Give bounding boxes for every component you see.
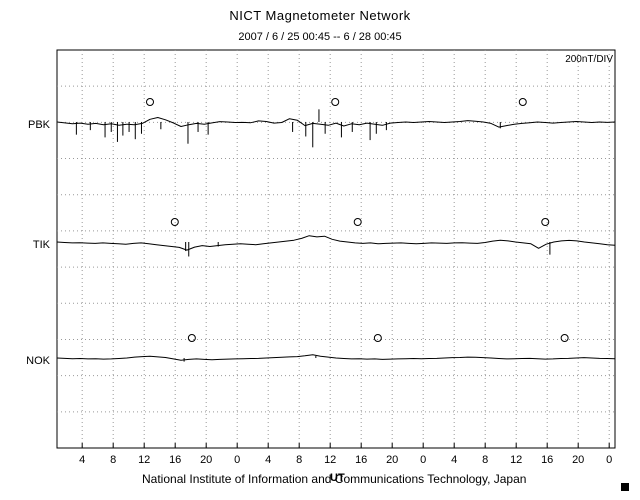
page-title: NICT Magnetometer Network [229,8,411,23]
station-label-NOK: NOK [26,355,51,367]
x-tick-label: 8 [296,454,302,466]
noon-marker-TIK [170,218,179,226]
noon-marker-TIK [541,218,550,226]
x-tick-label: 20 [572,454,584,466]
x-axis-unit-label: UT [330,472,345,484]
x-tick-label: 4 [79,454,85,466]
x-tick-label: 8 [110,454,116,466]
noon-marker-NOK [560,334,569,342]
x-tick-label: 20 [386,454,398,466]
x-tick-label: 8 [482,454,488,466]
x-tick-label: 12 [138,454,150,466]
station-label-TIK: TIK [33,239,51,251]
x-tick-label: 4 [265,454,271,466]
x-tick-label: 0 [420,454,426,466]
x-tick-label: 12 [324,454,336,466]
institute-footer-text: National Institute of Information and Co… [142,472,527,486]
x-tick-label: 0 [606,454,612,466]
trace-PBK [56,117,616,128]
date-range-label: 2007 / 6 / 25 00:45 -- 6 / 28 00:45 [238,31,402,43]
x-tick-label: 0 [234,454,240,466]
station-label-PBK: PBK [28,119,51,131]
scale-per-division-label: 200nT/DIV [565,54,613,65]
noon-marker-TIK [353,218,362,226]
noon-marker-PBK [518,98,527,106]
x-tick-label: 16 [355,454,367,466]
x-tick-label: 20 [200,454,212,466]
x-tick-label: 16 [169,454,181,466]
x-tick-label: 4 [451,454,457,466]
noon-marker-NOK [373,334,382,342]
corner-logo-mark [621,483,629,491]
trace-NOK [56,354,616,361]
noon-marker-PBK [331,98,340,106]
noon-marker-NOK [187,334,196,342]
x-tick-label: 16 [541,454,553,466]
x-tick-label: 12 [510,454,522,466]
noon-marker-PBK [146,98,154,106]
plot-frame [56,49,616,449]
trace-TIK [56,235,616,251]
